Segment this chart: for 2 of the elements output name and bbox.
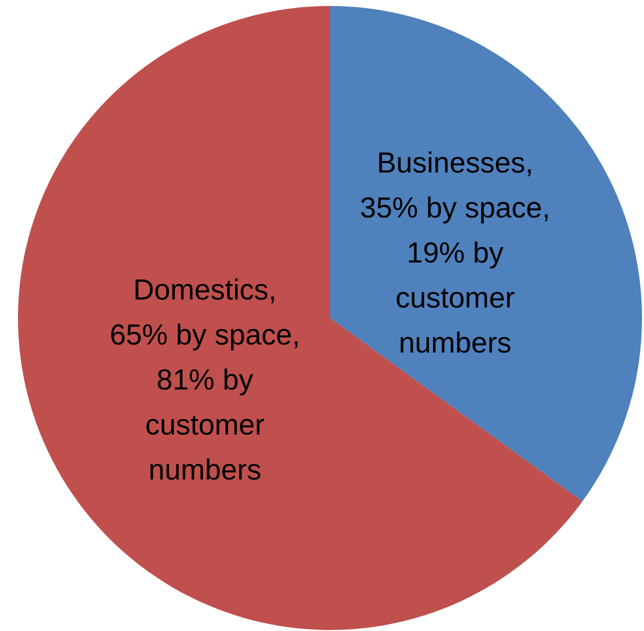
slice-label: Businesses, 35% by space, 19% by customer numbers bbox=[360, 147, 550, 360]
slice-label: Domestics, 65% by space, 81% by customer numbers bbox=[110, 274, 300, 487]
